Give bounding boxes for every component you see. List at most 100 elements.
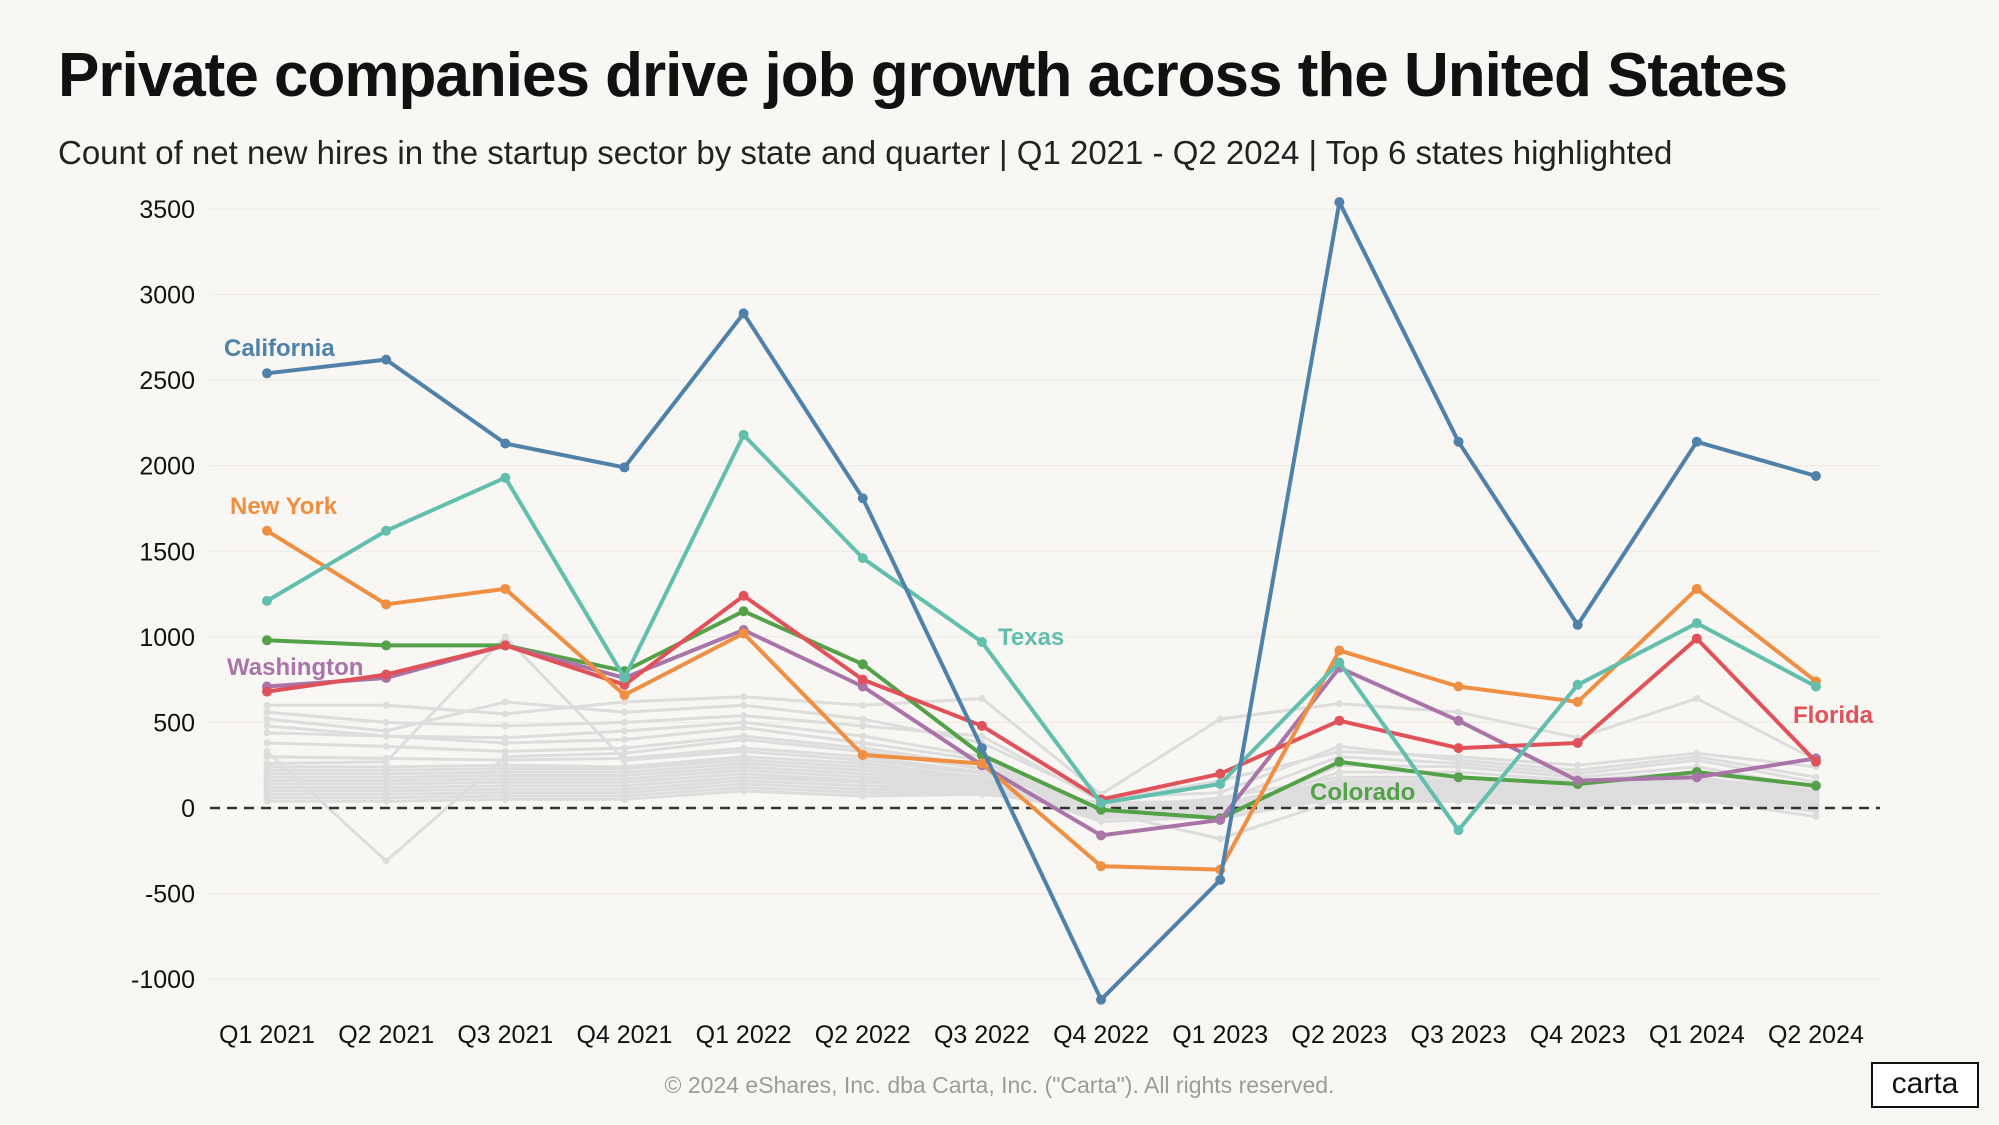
background-state-point <box>620 744 628 752</box>
background-state-point <box>1335 748 1343 756</box>
point-colorado <box>1810 780 1821 791</box>
background-state-point <box>1216 797 1224 805</box>
series-label-colorado: Colorado <box>1310 779 1415 806</box>
background-state-point <box>740 693 748 701</box>
point-texas <box>500 472 511 483</box>
y-tick-label: 500 <box>153 709 195 737</box>
point-new-york <box>1691 583 1702 594</box>
point-florida <box>1215 768 1226 779</box>
background-state-point <box>1455 763 1462 771</box>
background-state-point <box>1216 789 1224 797</box>
y-tick-label: 3000 <box>139 282 195 310</box>
point-colorado <box>738 606 749 617</box>
background-state-point <box>978 790 986 798</box>
series-label-new-york: New York <box>230 493 338 520</box>
background-state-point <box>620 795 628 803</box>
point-florida <box>1691 633 1702 644</box>
y-tick-label: 1500 <box>139 538 195 566</box>
background-state-line <box>267 768 1817 807</box>
x-tick-label: Q2 2021 <box>338 1021 434 1049</box>
series-line-new-york <box>265 529 1818 872</box>
point-california <box>1810 470 1821 481</box>
point-new-york <box>1334 645 1345 656</box>
background-state-point <box>620 736 628 744</box>
series-line-california <box>266 200 1817 1002</box>
x-tick-label: Q1 2022 <box>696 1021 792 1049</box>
background-state-point <box>740 736 748 744</box>
background-state-point <box>859 732 867 740</box>
background-state-point <box>501 722 509 730</box>
y-tick-label: 1000 <box>139 624 195 652</box>
x-tick-label: Q4 2023 <box>1530 1021 1626 1049</box>
background-state-point <box>1335 700 1343 708</box>
point-florida <box>738 590 749 601</box>
y-tick-label: -500 <box>145 881 195 909</box>
background-state-point <box>620 749 628 757</box>
background-state-point <box>740 701 748 709</box>
point-california <box>857 493 868 504</box>
series-label-florida: Florida <box>1793 702 1874 729</box>
point-california <box>381 354 392 365</box>
carta-logo: carta <box>1871 1062 1979 1108</box>
background-state-point <box>1216 835 1224 843</box>
point-texas <box>1453 825 1464 836</box>
background-state-point <box>978 694 986 702</box>
point-new-york <box>1096 861 1107 872</box>
x-tick-label: Q1 2023 <box>1172 1021 1268 1049</box>
point-washington <box>1215 814 1226 825</box>
point-new-york <box>1453 681 1464 692</box>
point-texas <box>262 595 272 606</box>
y-tick-label: 2500 <box>139 367 195 395</box>
chart-title: Private companies drive job growth acros… <box>58 41 1788 110</box>
background-state-line <box>266 635 1817 810</box>
point-colorado <box>262 635 272 646</box>
background-state-point <box>501 756 509 764</box>
x-tick-label: Q3 2021 <box>457 1021 553 1049</box>
background-state-point <box>263 729 271 737</box>
background-state-point <box>1335 797 1343 805</box>
point-texas <box>619 672 630 683</box>
background-state-point <box>620 698 628 706</box>
background-state-point <box>859 792 867 800</box>
point-florida <box>500 640 511 651</box>
background-state-point <box>1812 813 1820 821</box>
point-new-york <box>738 628 749 639</box>
point-new-york <box>976 758 987 769</box>
background-state-point <box>501 795 509 803</box>
point-texas <box>976 636 987 647</box>
point-california <box>738 308 749 319</box>
point-texas <box>381 525 392 536</box>
point-california <box>1334 197 1345 208</box>
background-state-point <box>382 758 390 766</box>
point-florida <box>1334 715 1345 726</box>
background-state-point <box>1216 715 1224 723</box>
x-tick-label: Q1 2024 <box>1649 1021 1745 1049</box>
background-state-point <box>620 756 628 764</box>
background-state-point <box>1455 708 1462 716</box>
background-state-point <box>740 718 748 726</box>
point-texas <box>1334 657 1345 668</box>
point-california <box>1453 436 1464 447</box>
point-florida <box>1453 743 1464 754</box>
background-state-point <box>382 727 390 735</box>
x-tick-label: Q3 2022 <box>934 1021 1030 1049</box>
background-state-point <box>620 727 628 735</box>
chart-subtitle: Count of net new hires in the startup se… <box>58 134 1673 171</box>
point-california <box>1691 436 1702 447</box>
point-colorado <box>1096 804 1107 815</box>
point-colorado <box>381 640 392 651</box>
point-washington <box>1572 775 1583 786</box>
point-washington <box>857 681 868 692</box>
point-florida <box>262 686 272 697</box>
point-florida <box>619 679 630 690</box>
point-florida <box>381 669 392 680</box>
background-state-point <box>740 712 748 720</box>
background-state-point <box>859 715 867 723</box>
background-state-point <box>263 797 271 805</box>
point-new-york <box>262 525 272 536</box>
point-new-york <box>857 749 868 760</box>
background-state-point <box>859 701 867 709</box>
point-washington <box>1453 715 1464 726</box>
series-line-texas <box>265 432 1817 833</box>
series-label-california: California <box>224 335 335 362</box>
